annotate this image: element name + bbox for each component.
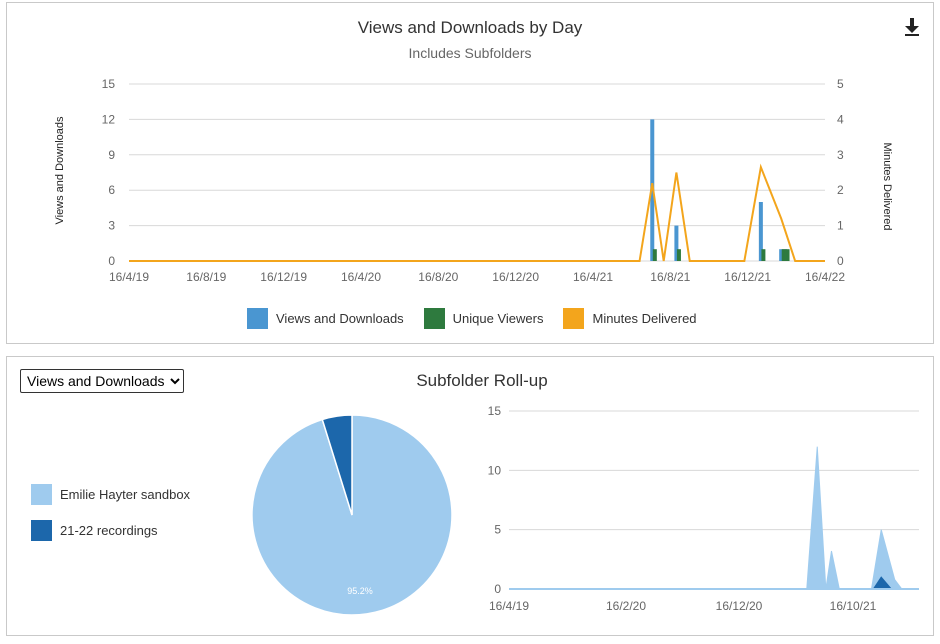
pie-legend-swatch-recordings: [31, 520, 52, 541]
bar-unique-viewers: [781, 249, 786, 261]
y-right-tick-label: 1: [837, 219, 844, 233]
y-left-tick-label: 15: [102, 77, 116, 91]
legend-swatch-unique: [423, 308, 445, 329]
x-tick-label: 16/12/21: [724, 270, 771, 284]
area-y-tick-label: 0: [494, 582, 501, 596]
legend-item-unique[interactable]: Unique Viewers: [423, 308, 544, 329]
metric-dropdown[interactable]: Views and Downloads: [20, 369, 184, 393]
x-tick-label: 16/8/21: [650, 270, 690, 284]
y-right-tick-label: 0: [837, 254, 844, 268]
bar-views-downloads: [758, 202, 763, 261]
legend-swatch-minutes: [563, 308, 585, 329]
subfolder-rollup-panel: Views and Downloads Subfolder Roll-up Em…: [6, 356, 934, 636]
pie-legend-swatch-sandbox: [31, 484, 52, 505]
chart-subtitle: Includes Subfolders: [408, 45, 532, 61]
views-downloads-chart: 0 0 3 1 6 2 9 3 12 4 15 5 16/4/19 16/8/19 16/12/19 16/4…: [54, 77, 893, 284]
area-series-recordings: [509, 576, 902, 590]
legend-item-views[interactable]: Views and Downloads: [247, 308, 404, 329]
area-y-tick-label: 15: [488, 404, 502, 418]
line-minutes-delivered: [129, 163, 825, 262]
area-series-sandbox: [509, 446, 903, 590]
area-x-tick-label: 16/10/21: [830, 599, 877, 613]
chart-legend: Views and Downloads Unique Viewers Minut…: [247, 308, 717, 329]
pie-percent-label: 95.2%: [347, 586, 373, 596]
download-icon[interactable]: [903, 17, 921, 37]
x-tick-label: 16/8/19: [186, 270, 226, 284]
y-left-tick-label: 9: [108, 148, 115, 162]
x-tick-label: 16/4/20: [341, 270, 381, 284]
pie-legend-label-sandbox: Emilie Hayter sandbox: [60, 487, 191, 502]
y-left-tick-label: 3: [108, 219, 115, 233]
area-x-tick-label: 16/4/19: [489, 599, 529, 613]
legend-label-views: Views and Downloads: [276, 311, 404, 326]
subfolder-pie-chart: 95.2%: [251, 414, 453, 616]
y-right-axis-title: Minutes Delivered: [881, 142, 893, 230]
x-tick-label: 16/4/19: [109, 270, 149, 284]
x-tick-label: 16/12/19: [260, 270, 307, 284]
bar-unique-viewers: [652, 249, 657, 261]
y-left-tick-label: 0: [108, 254, 115, 268]
views-downloads-panel: Views and Downloads by Day Includes Subf…: [6, 2, 934, 344]
area-y-tick-label: 10: [488, 463, 502, 477]
pie-slice-recordings: [321, 414, 353, 516]
legend-label-unique: Unique Viewers: [452, 311, 544, 326]
bar-unique-viewers: [676, 249, 681, 261]
area-y-tick-label: 5: [494, 523, 501, 537]
legend-item-minutes[interactable]: Minutes Delivered: [563, 308, 697, 329]
bar-unique-viewers: [761, 249, 766, 261]
pie-legend-item-sandbox[interactable]: Emilie Hayter sandbox: [31, 484, 190, 505]
subfolder-area-chart: 0 5 10 15 16/4/19 16/2/20 16/12/20 16/10/21: [488, 404, 919, 613]
y-left-tick-label: 12: [102, 112, 116, 126]
area-x-tick-label: 16/2/20: [606, 599, 646, 613]
bar-views-downloads: [674, 225, 679, 261]
legend-label-minutes: Minutes Delivered: [592, 311, 697, 326]
y-right-tick-label: 5: [837, 77, 844, 91]
pie-legend-item-recordings[interactable]: 21-22 recordings: [31, 520, 158, 541]
y-right-tick-label: 3: [837, 148, 844, 162]
x-tick-label: 16/4/22: [805, 270, 845, 284]
x-tick-label: 16/12/20: [492, 270, 539, 284]
y-right-tick-label: 4: [837, 112, 844, 126]
x-tick-label: 16/8/20: [418, 270, 458, 284]
y-right-tick-label: 2: [837, 183, 844, 197]
rollup-title: Subfolder Roll-up: [416, 371, 548, 390]
chart-title: Views and Downloads by Day: [357, 18, 583, 37]
bar-views-downloads: [650, 119, 655, 262]
area-x-tick-label: 16/12/20: [716, 599, 763, 613]
pie-legend-label-recordings: 21-22 recordings: [60, 523, 158, 538]
x-tick-label: 16/4/21: [573, 270, 613, 284]
bar-unique-viewers: [785, 249, 790, 261]
bar-views-downloads: [779, 249, 784, 261]
y-left-axis-title: Views and Downloads: [54, 116, 66, 225]
y-left-tick-label: 6: [108, 183, 115, 197]
legend-swatch-views: [247, 308, 268, 329]
